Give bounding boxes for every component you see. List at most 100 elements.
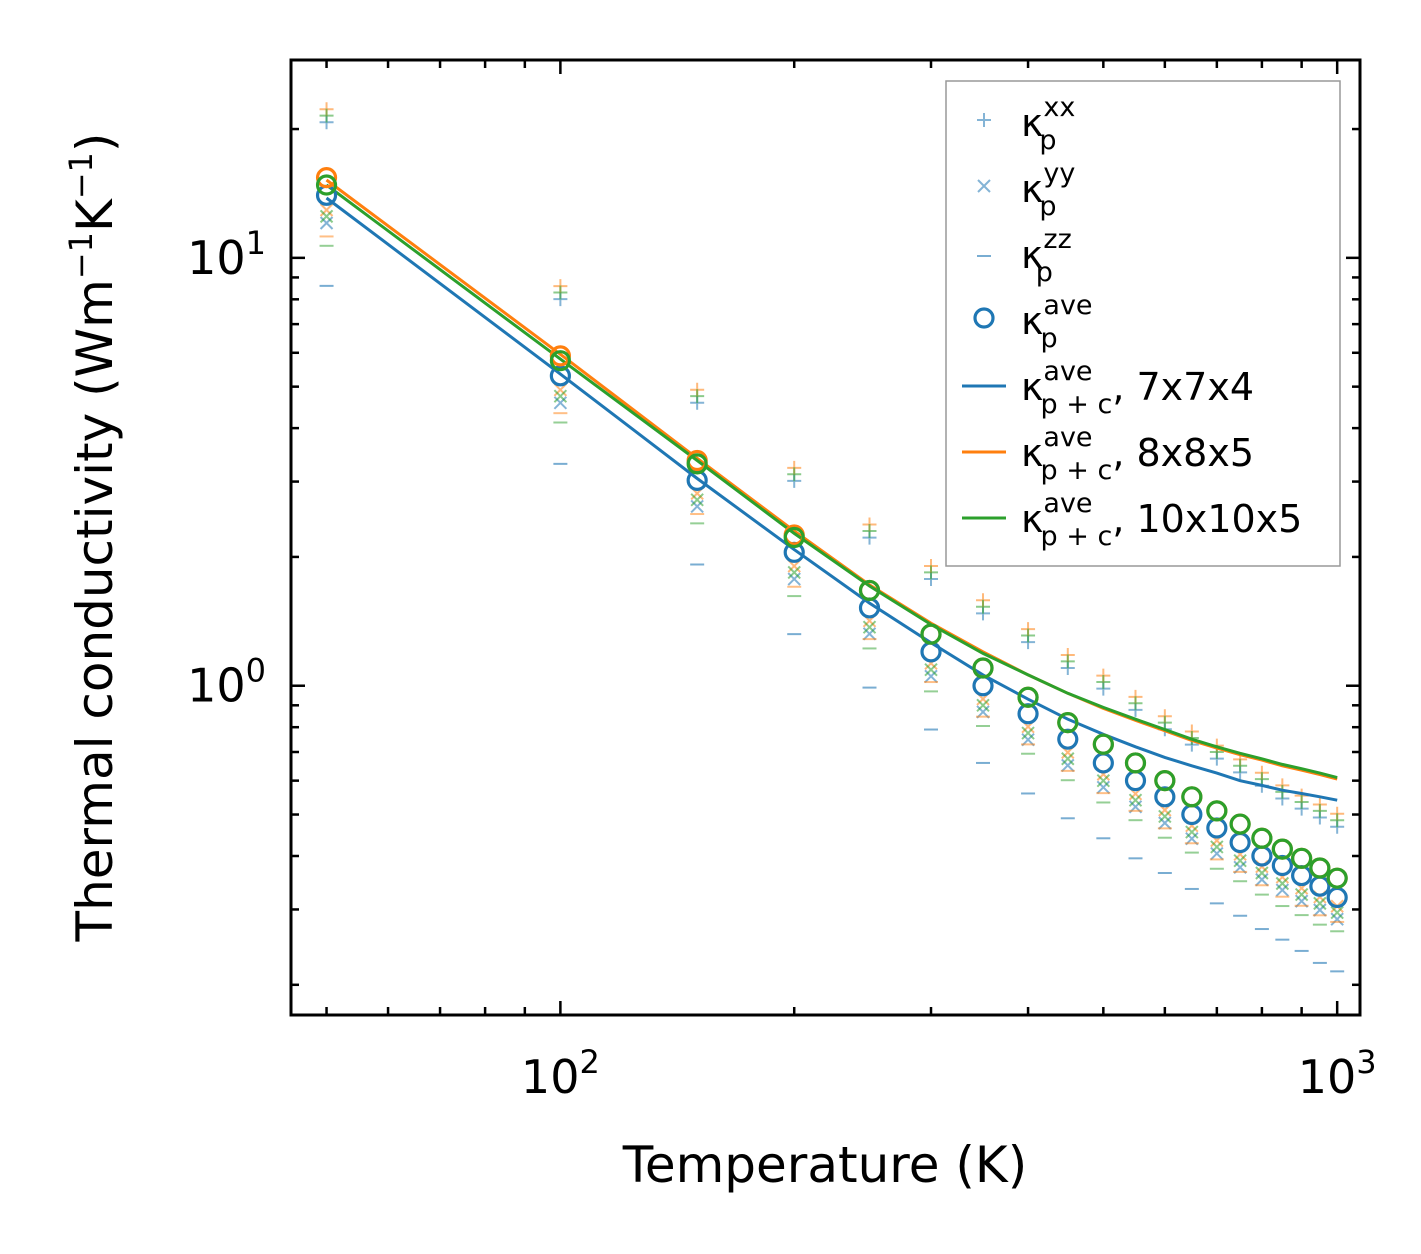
yy-point — [1255, 866, 1269, 880]
avg-point-blue — [1326, 886, 1348, 909]
avg-point-blue — [1291, 864, 1313, 887]
avg-point-green — [1271, 838, 1293, 860]
avg-point-green — [549, 350, 571, 372]
legend-plus-marker — [977, 113, 991, 127]
avg-point-blue — [1181, 803, 1203, 826]
y-axis-title-k: K — [66, 198, 124, 232]
legend-sup: zz — [1043, 224, 1071, 255]
xx-point — [1294, 794, 1309, 809]
legend-entry: κave p + c, 8x8x5 — [962, 422, 1254, 486]
yy-point — [1185, 825, 1199, 839]
xx-point — [1128, 696, 1143, 711]
xx-point — [1312, 803, 1327, 818]
xx-point — [1330, 813, 1345, 828]
avg-point-blue — [1309, 875, 1331, 897]
y-axis-title-close: ) — [66, 133, 124, 153]
avg-point-green — [1326, 867, 1348, 889]
legend-entry: κave p + c, 10x10x5 — [962, 488, 1302, 552]
xx-point — [1254, 772, 1269, 787]
legend-label: κave p + c, 7x7x4 — [1021, 356, 1254, 420]
legend-symbol: κ — [1021, 167, 1043, 211]
legend-sup: ave — [1043, 422, 1092, 453]
yy-point — [1255, 872, 1269, 887]
yy-point — [1158, 816, 1172, 830]
avg-point-blue — [1206, 817, 1228, 839]
legend-label: κyy p — [1021, 158, 1075, 222]
avg-point-blue — [1092, 752, 1114, 774]
avg-point-orange — [315, 167, 338, 189]
yy-point — [1061, 752, 1075, 766]
yy-point — [924, 663, 938, 677]
xx-point — [976, 599, 991, 614]
avg-point-green — [783, 526, 805, 549]
yy-point — [690, 499, 704, 514]
yy-point — [1330, 912, 1344, 926]
avg-point-blue — [1229, 831, 1251, 854]
xx-point — [553, 285, 568, 300]
xx-point — [862, 523, 877, 538]
avg-point-green — [1309, 857, 1331, 879]
legend-sub: p — [1036, 257, 1053, 288]
avg-point-blue — [1251, 845, 1273, 867]
yy-point — [787, 565, 801, 580]
legend-sup: xx — [1043, 92, 1075, 123]
x-tick-base: 10 — [521, 1050, 580, 1104]
x-tick-exp: 3 — [1356, 1043, 1376, 1081]
legend-symbol: κ — [1021, 365, 1043, 409]
legend-sup: yy — [1043, 158, 1075, 189]
legend-entry: κave p — [973, 290, 1093, 354]
legend-entry: κzz p — [977, 224, 1072, 288]
yy-point — [1096, 780, 1111, 794]
y-axis-title: Thermal conductivity (Wm−1K−1) — [62, 133, 124, 943]
x-tick-exp: 2 — [579, 1043, 599, 1081]
yy-point — [690, 493, 704, 507]
plot-frame — [289, 58, 1362, 1017]
avg-point-blue — [972, 675, 994, 697]
legend-symbol: κ — [1021, 299, 1043, 343]
legend-sub: p — [1041, 323, 1058, 354]
yy-point — [924, 669, 938, 684]
legend-sub: p + c — [1041, 521, 1113, 552]
xx-point — [1157, 715, 1172, 730]
avg-point-green — [972, 657, 994, 679]
legend-sub: p — [1039, 191, 1056, 222]
avg-point-green — [1092, 733, 1114, 755]
yy-point — [1330, 905, 1344, 920]
avg-point-green — [1181, 786, 1203, 808]
yy-point — [1096, 773, 1111, 788]
xx-point — [319, 108, 334, 123]
y-tick-label: 101 — [187, 224, 266, 285]
yy-point — [1313, 903, 1327, 917]
xx-point — [924, 565, 939, 580]
yy-point — [976, 698, 990, 713]
xx-point — [1021, 628, 1036, 643]
yy-point — [787, 572, 801, 586]
y-axis-title-main: Thermal conductivity (Wm — [66, 279, 124, 942]
x-tick-label: 102 — [521, 1043, 600, 1104]
yy-point — [1313, 896, 1327, 911]
legend-label: κxx p — [1021, 92, 1075, 156]
avg-point-blue — [920, 641, 942, 663]
legend-suffix: , 10x10x5 — [1112, 497, 1302, 541]
avg-point-green — [1057, 712, 1079, 734]
legend-label: κave p + c, 10x10x5 — [1021, 488, 1302, 552]
yy-point — [319, 216, 334, 230]
legend-x-marker — [977, 179, 991, 193]
y-tick-exp: 0 — [246, 652, 266, 690]
x-tick-base: 10 — [1298, 1050, 1357, 1104]
avg-point-blue — [1124, 770, 1147, 792]
legend-circle-marker — [973, 307, 995, 329]
legend-sub: p + c — [1041, 455, 1113, 486]
yy-point — [319, 203, 334, 217]
yy-point — [1275, 876, 1290, 891]
avg-point-green — [1017, 686, 1039, 708]
y-axis-title-exp2: −1 — [62, 152, 100, 199]
yy-point — [1275, 883, 1290, 897]
yy-point — [1061, 758, 1075, 773]
yy-point — [553, 389, 568, 403]
legend-entry: κyy p — [977, 158, 1075, 222]
yy-point — [1294, 887, 1309, 902]
yy-point — [1158, 809, 1172, 824]
legend-symbol: κ — [1021, 233, 1043, 277]
